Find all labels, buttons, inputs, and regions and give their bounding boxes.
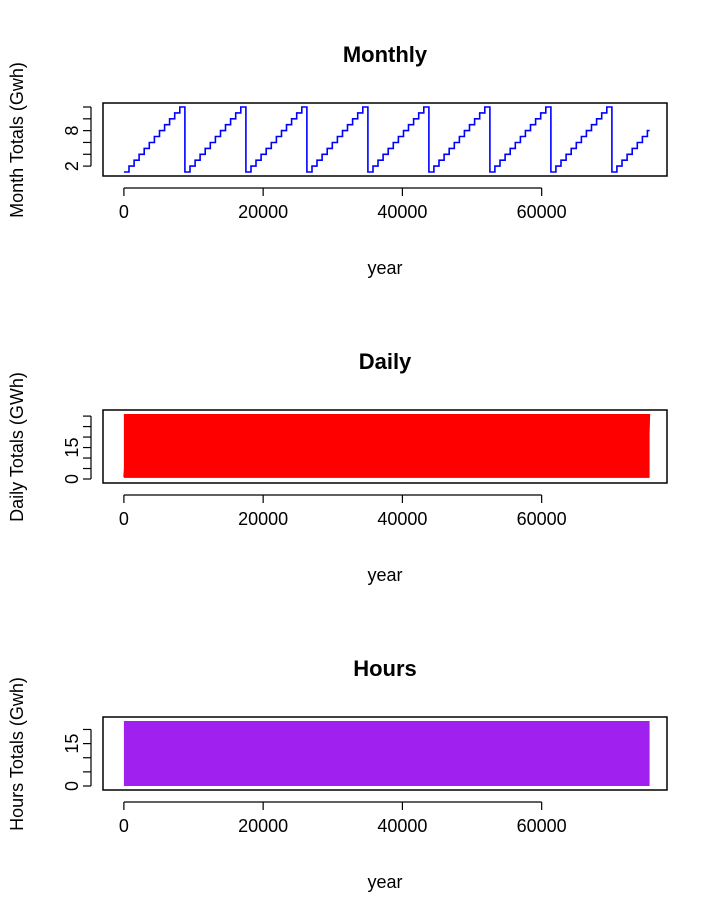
hours-x-tick-label: 40000 bbox=[377, 816, 427, 836]
monthly-y-tick-label: 8 bbox=[62, 126, 82, 136]
daily-plot-frame bbox=[102, 409, 668, 484]
hours-x-tick-label: 0 bbox=[119, 816, 129, 836]
daily-x-label: year bbox=[367, 565, 402, 585]
hours-panel: Hours 0 20000 40000 60000 0 15 year Hours To… bbox=[7, 656, 668, 892]
hours-x-label: year bbox=[367, 872, 402, 892]
monthly-series-line bbox=[123, 106, 650, 173]
monthly-x-label: year bbox=[367, 258, 402, 278]
monthly-x-tick-label: 0 bbox=[119, 202, 129, 222]
hours-series-fill bbox=[123, 721, 650, 786]
monthly-plot-frame bbox=[102, 102, 668, 177]
daily-x-axis: 0 20000 40000 60000 bbox=[119, 494, 567, 529]
hours-plot-frame bbox=[102, 716, 668, 791]
hours-y-label: Hours Totals (Gwh) bbox=[7, 677, 27, 831]
hours-y-axis: 0 15 bbox=[62, 728, 92, 791]
hours-x-tick-label: 60000 bbox=[517, 816, 567, 836]
monthly-y-tick-label: 2 bbox=[62, 161, 82, 171]
monthly-title: Monthly bbox=[343, 42, 428, 67]
hours-title: Hours bbox=[353, 656, 417, 681]
monthly-y-axis: 28 bbox=[62, 106, 92, 171]
monthly-plot bbox=[123, 106, 650, 173]
daily-x-tick-label: 60000 bbox=[517, 509, 567, 529]
monthly-x-tick-label: 20000 bbox=[238, 202, 288, 222]
daily-x-tick-label: 0 bbox=[119, 509, 129, 529]
daily-y-tick-label: 15 bbox=[62, 438, 82, 458]
monthly-x-axis: 0 20000 40000 60000 bbox=[119, 187, 567, 222]
hours-x-axis: 0 20000 40000 60000 bbox=[119, 801, 567, 836]
hours-y-tick-label: 0 bbox=[62, 781, 82, 791]
hours-x-tick-label: 20000 bbox=[238, 816, 288, 836]
monthly-y-label: Month Totals (Gwh) bbox=[7, 62, 27, 218]
daily-panel: Daily 0 20000 40000 60000 0 15 year Daily To… bbox=[7, 349, 668, 585]
monthly-panel: Monthly 0 20000 40000 60000 28 year Month T… bbox=[7, 42, 668, 278]
monthly-x-tick-label: 40000 bbox=[377, 202, 427, 222]
daily-y-tick-label: 0 bbox=[62, 474, 82, 484]
daily-x-tick-label: 40000 bbox=[377, 509, 427, 529]
daily-y-label: Daily Totals (GWh) bbox=[7, 372, 27, 522]
daily-y-axis: 0 15 bbox=[62, 415, 92, 484]
daily-title: Daily bbox=[359, 349, 412, 374]
monthly-x-tick-label: 60000 bbox=[517, 202, 567, 222]
daily-series-line bbox=[123, 413, 651, 477]
hours-plot bbox=[123, 721, 650, 786]
daily-x-tick-label: 20000 bbox=[238, 509, 288, 529]
daily-plot bbox=[123, 413, 651, 478]
hours-y-tick-label: 15 bbox=[62, 734, 82, 754]
